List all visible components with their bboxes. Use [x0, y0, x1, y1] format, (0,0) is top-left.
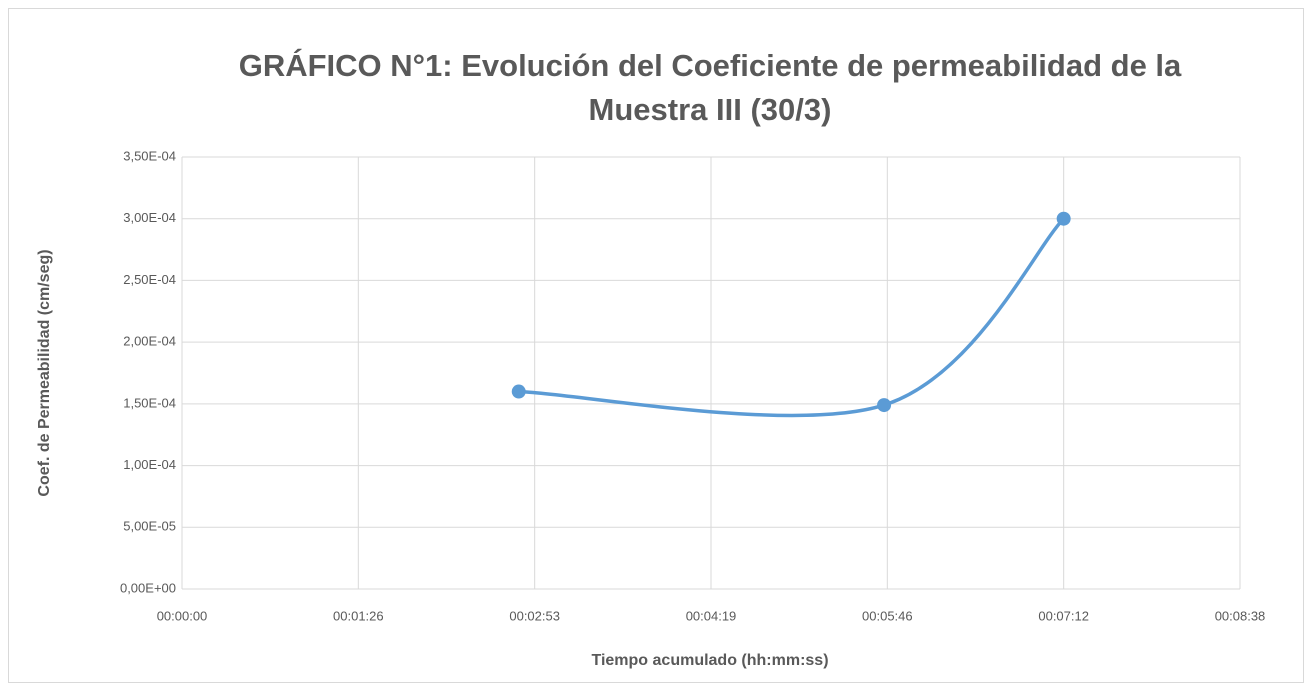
chart-title: GRÁFICO N°1: Evolución del Coeficiente d…: [239, 48, 1182, 83]
y-tick-label: 1,00E-04: [123, 457, 176, 472]
data-point: [511, 384, 526, 399]
x-tick-label: 00:02:53: [509, 608, 560, 623]
x-tick-label: 00:05:46: [862, 608, 913, 623]
y-tick-label: 2,00E-04: [123, 334, 176, 349]
chart-title: Muestra III (30/3): [589, 92, 832, 127]
y-tick-label: 3,50E-04: [123, 148, 176, 163]
y-axis-title: Coef. de Permeabilidad (cm/seg): [36, 249, 53, 496]
x-tick-label: 00:08:38: [1215, 608, 1266, 623]
y-tick-label: 5,00E-05: [123, 519, 176, 534]
x-tick-label: 00:07:12: [1038, 608, 1089, 623]
y-tick-label: 1,50E-04: [123, 395, 176, 410]
x-tick-label: 00:00:00: [157, 608, 208, 623]
y-tick-label: 3,00E-04: [123, 210, 176, 225]
x-tick-label: 00:04:19: [686, 608, 737, 623]
data-point: [877, 398, 892, 413]
y-tick-label: 0,00E+00: [120, 580, 176, 595]
x-tick-label: 00:01:26: [333, 608, 384, 623]
chart-border: [8, 8, 1304, 683]
y-tick-label: 2,50E-04: [123, 272, 176, 287]
data-point: [1056, 211, 1071, 226]
x-axis-title: Tiempo acumulado (hh:mm:ss): [591, 652, 828, 669]
series-line: [518, 217, 1065, 418]
